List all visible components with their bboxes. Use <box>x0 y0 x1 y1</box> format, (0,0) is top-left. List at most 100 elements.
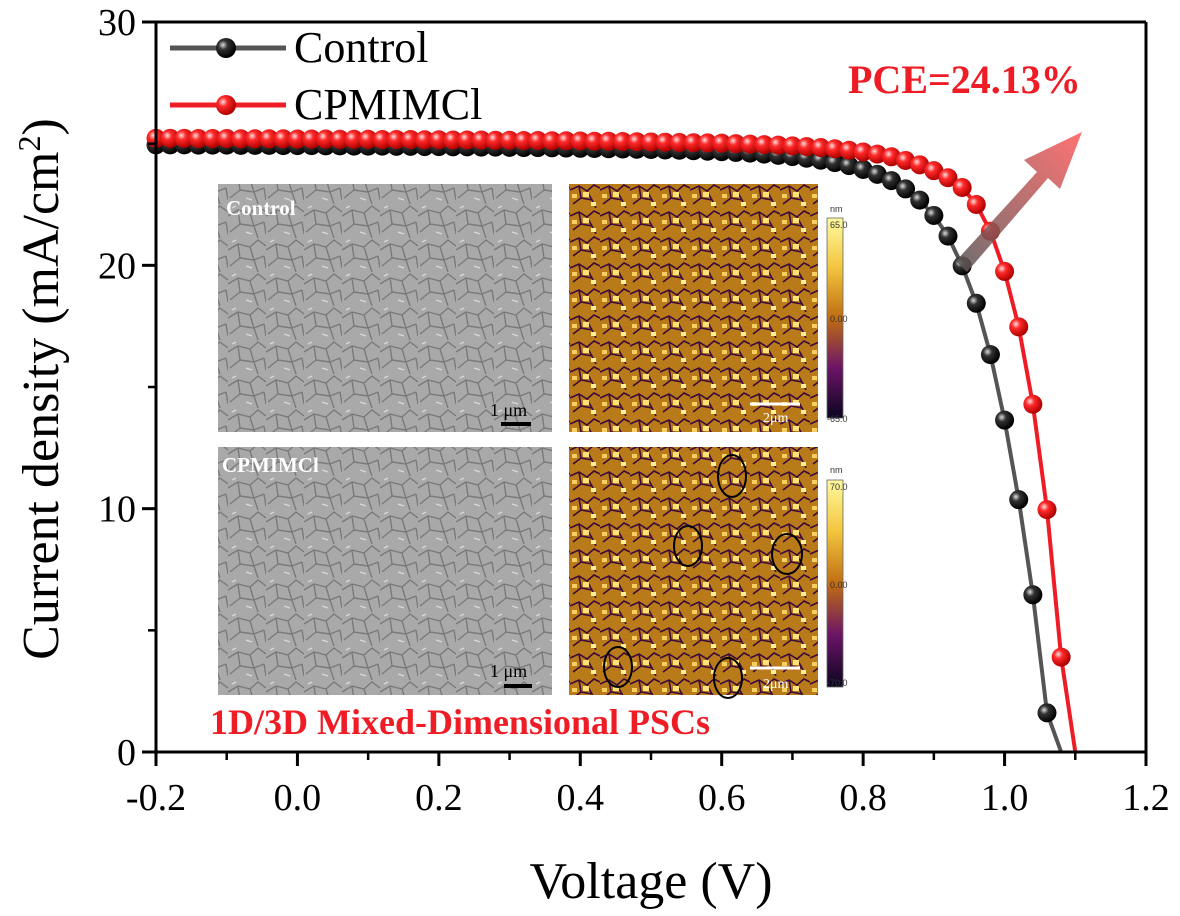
data-point-cpmimcl <box>683 133 703 153</box>
data-point-cpmimcl <box>401 130 421 150</box>
data-point-cpmimcl <box>415 130 435 150</box>
data-point-cpmimcl <box>217 129 237 149</box>
x-tick-label: 0.0 <box>274 777 322 819</box>
sem-scale-label-bottom: 1 μm <box>490 661 527 681</box>
data-point-cpmimcl <box>443 130 463 150</box>
data-point-control <box>924 205 944 225</box>
legend-marker-control <box>216 38 236 58</box>
data-point-control <box>980 345 1000 365</box>
x-tick-label: -0.2 <box>126 777 186 819</box>
arrow-shape <box>956 132 1082 272</box>
afm-marker-ellipse <box>713 657 743 699</box>
data-point-cpmimcl <box>344 129 364 149</box>
data-point-cpmimcl <box>924 161 944 181</box>
data-point-cpmimcl <box>613 131 633 151</box>
data-point-cpmimcl <box>528 131 548 151</box>
banner-annotation: 1D/3D Mixed-Dimensional PSCs <box>210 702 710 742</box>
afm-marker-ellipse <box>717 454 747 498</box>
afm-unit-bottom: nm <box>830 465 843 475</box>
data-point-cpmimcl <box>627 132 647 152</box>
data-point-control <box>881 171 901 191</box>
afm-min-top: -65.0 <box>827 414 848 424</box>
y-axis-title-sup: 2 <box>11 135 47 151</box>
inset-images: Control 1 μm CPMIMCl 1 μm 2μm 2μm nm 65.… <box>218 184 848 699</box>
x-tick-label: 0.2 <box>415 777 463 819</box>
data-point-cpmimcl <box>556 131 576 151</box>
series-layer <box>146 128 1078 753</box>
afm-image-cpmimcl <box>569 447 818 695</box>
data-point-cpmimcl <box>698 133 718 153</box>
data-point-cpmimcl <box>966 195 986 214</box>
data-point-cpmimcl <box>542 131 562 151</box>
data-point-cpmimcl <box>160 128 180 148</box>
data-point-cpmimcl <box>754 135 774 155</box>
data-point-cpmimcl <box>203 129 223 149</box>
data-point-cpmimcl <box>1023 394 1043 414</box>
x-axis-title: Voltage (V) <box>529 853 772 910</box>
data-point-control <box>867 164 887 184</box>
data-point-cpmimcl <box>768 135 788 155</box>
x-tick-label: 1.0 <box>981 777 1029 819</box>
afm-max-top: 65.0 <box>830 220 848 230</box>
data-point-cpmimcl <box>1037 500 1057 520</box>
data-point-cpmimcl <box>188 129 208 149</box>
sem-scale-label-top: 1 μm <box>490 400 527 420</box>
data-point-cpmimcl <box>811 138 831 158</box>
x-tick-label: 0.8 <box>839 777 887 819</box>
data-point-cpmimcl <box>726 134 746 154</box>
data-point-cpmimcl <box>287 129 307 149</box>
data-point-cpmimcl <box>500 130 520 150</box>
data-point-cpmimcl <box>995 261 1015 281</box>
data-point-control <box>1037 703 1057 723</box>
sem-label-cpmimcl: CPMIMCl <box>222 453 319 477</box>
data-point-cpmimcl <box>231 129 251 149</box>
data-point-cpmimcl <box>797 137 817 157</box>
x-tick-label: 0.6 <box>698 777 746 819</box>
data-point-cpmimcl <box>372 130 392 150</box>
data-point-cpmimcl <box>938 168 958 188</box>
data-point-cpmimcl <box>584 131 604 151</box>
pce-annotation: PCE=24.13% <box>848 57 1081 102</box>
data-point-cpmimcl <box>514 131 534 151</box>
y-axis-title: Current density (mA/cm2) <box>11 118 70 660</box>
data-point-cpmimcl <box>1009 317 1029 337</box>
sem-image-control <box>218 184 552 432</box>
data-point-cpmimcl <box>302 129 322 149</box>
data-point-cpmimcl <box>669 132 689 152</box>
legend-marker-cpmimcl <box>216 95 236 115</box>
data-point-cpmimcl <box>1051 647 1071 667</box>
data-point-cpmimcl <box>655 132 675 152</box>
data-point-cpmimcl <box>386 130 406 150</box>
data-point-cpmimcl <box>429 130 449 150</box>
afm-scale-label-bottom: 2μm <box>763 677 789 692</box>
data-point-cpmimcl <box>245 129 265 149</box>
y-tick-label: 0 <box>117 732 136 774</box>
data-point-control <box>1009 490 1029 510</box>
afm-image-control <box>569 184 818 432</box>
y-axis-title-close: ) <box>13 118 70 135</box>
y-tick-label: 30 <box>98 2 136 44</box>
improvement-arrow <box>956 132 1082 272</box>
legend: Control CPMIMCl <box>170 23 482 129</box>
data-point-cpmimcl <box>825 139 845 159</box>
data-point-cpmimcl <box>853 142 873 162</box>
data-point-control <box>966 293 986 313</box>
y-tick-label: 10 <box>98 489 136 531</box>
data-point-cpmimcl <box>174 128 194 148</box>
afm-marker-ellipse <box>771 533 803 575</box>
afm-mid-top: 0.00 <box>830 314 848 324</box>
data-point-cpmimcl <box>740 134 760 154</box>
afm-max-bottom: 70.0 <box>830 482 848 492</box>
data-point-control <box>896 179 916 199</box>
afm-unit-top: nm <box>830 204 843 214</box>
afm-colorbar-bottom <box>826 479 844 688</box>
data-point-cpmimcl <box>712 133 732 153</box>
data-point-cpmimcl <box>273 129 293 149</box>
data-point-cpmimcl <box>782 136 802 156</box>
x-tick-label: 1.2 <box>1122 777 1170 819</box>
data-point-cpmimcl <box>952 177 972 197</box>
data-point-cpmimcl <box>259 129 279 149</box>
legend-label-cpmimcl: CPMIMCl <box>294 80 482 129</box>
afm-min-bottom: -70.0 <box>827 678 848 688</box>
